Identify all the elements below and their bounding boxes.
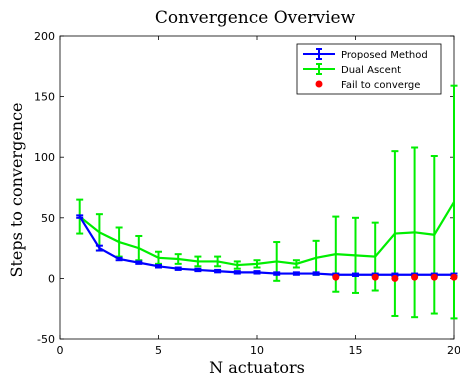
x-tick-label: 10 (250, 344, 264, 357)
x-tick-label: 5 (155, 344, 162, 357)
legend-label-dual-ascent: Dual Ascent (341, 65, 401, 76)
legend-symbol-dual-ascent (303, 63, 335, 75)
chart-title: Convergence Overview (155, 8, 356, 28)
y-tick-label: 100 (34, 151, 55, 164)
y-tick-label: 200 (34, 30, 55, 43)
series-dual-ascent (76, 84, 458, 320)
x-tick-label: 20 (447, 344, 460, 357)
y-tick-label: -50 (37, 333, 55, 346)
series-line-proposed-method (78, 216, 454, 276)
y-tick-label: 150 (34, 91, 55, 104)
legend-dot-fail-to-converge (315, 80, 323, 88)
data-point-fail-to-converge (391, 274, 399, 282)
legend-symbol-proposed-method (303, 48, 335, 60)
series-fail-to-converge (332, 273, 458, 282)
x-axis-label: N actuators (209, 358, 305, 377)
data-point-fail-to-converge (371, 273, 379, 281)
legend-label-fail-to-converge: Fail to converge (341, 80, 420, 91)
legend-symbol-fail-to-converge (315, 80, 323, 88)
data-point-fail-to-converge (332, 273, 340, 281)
series-line-dual-ascent (79, 201, 455, 267)
y-axis-label: Steps to convergence (7, 102, 26, 277)
data-point-fail-to-converge (450, 273, 458, 281)
data-point-fail-to-converge (430, 273, 438, 281)
legend: Proposed Method Dual Ascent Fail to conver… (296, 43, 442, 95)
y-tick-label: 0 (48, 272, 55, 285)
x-tick-label: 0 (57, 344, 64, 357)
data-point-fail-to-converge (411, 273, 419, 281)
y-tick-label: 50 (41, 212, 55, 225)
legend-label-proposed-method: Proposed Method (341, 50, 428, 61)
x-tick-label: 15 (349, 344, 363, 357)
